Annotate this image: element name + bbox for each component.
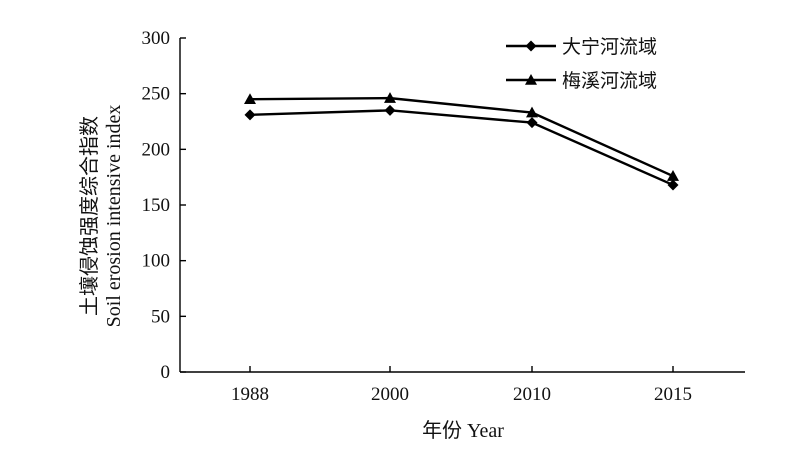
y-axis-title-group: 土壤侵蚀强度综合指数 Soil erosion intensive index: [78, 105, 125, 328]
data-point-triangle: [244, 93, 256, 105]
legend-item-2: 梅溪河流域: [506, 70, 657, 92]
x-tick-label: 2000: [371, 384, 409, 405]
series-line-2: [249, 96, 674, 178]
series-2: [244, 92, 679, 181]
series-1: [244, 104, 679, 191]
y-axis-title-chinese: 土壤侵蚀强度综合指数: [78, 116, 101, 316]
series-layer: [244, 92, 679, 191]
legend-item-1: 大宁河流域: [506, 36, 657, 58]
y-tick-label: 150: [142, 195, 171, 216]
data-point-diamond: [384, 104, 396, 116]
y-tick-label: 0: [161, 362, 171, 383]
data-point-diamond: [244, 109, 256, 121]
axes: 0 50 100 150 200 250 300 1988 2000 2010 2015: [142, 28, 745, 405]
x-tick-label: 1988: [231, 384, 269, 405]
legend-label: 大宁河流域: [562, 36, 657, 58]
data-point-triangle: [667, 170, 679, 181]
y-axis-title-english: Soil erosion intensive index: [103, 105, 125, 328]
y-tick-label: 100: [142, 251, 171, 272]
y-tick-label: 250: [142, 84, 171, 105]
series-line-1: [249, 109, 674, 187]
legend-marker-diamond: [525, 40, 537, 52]
legend-marker-triangle: [525, 74, 537, 85]
y-tick-label: 50: [151, 306, 170, 327]
x-axis-title: 年份 Year: [422, 419, 504, 442]
legend-label: 梅溪河流域: [562, 70, 657, 92]
data-point-triangle: [526, 106, 538, 118]
data-point-diamond: [667, 179, 679, 191]
data-point-diamond: [526, 117, 538, 129]
x-tick-label: 2010: [513, 384, 551, 405]
x-tick-label: 2015: [654, 384, 692, 405]
y-tick-label: 200: [142, 139, 171, 160]
data-point-triangle: [384, 92, 396, 103]
y-tick-label: 300: [142, 28, 171, 49]
